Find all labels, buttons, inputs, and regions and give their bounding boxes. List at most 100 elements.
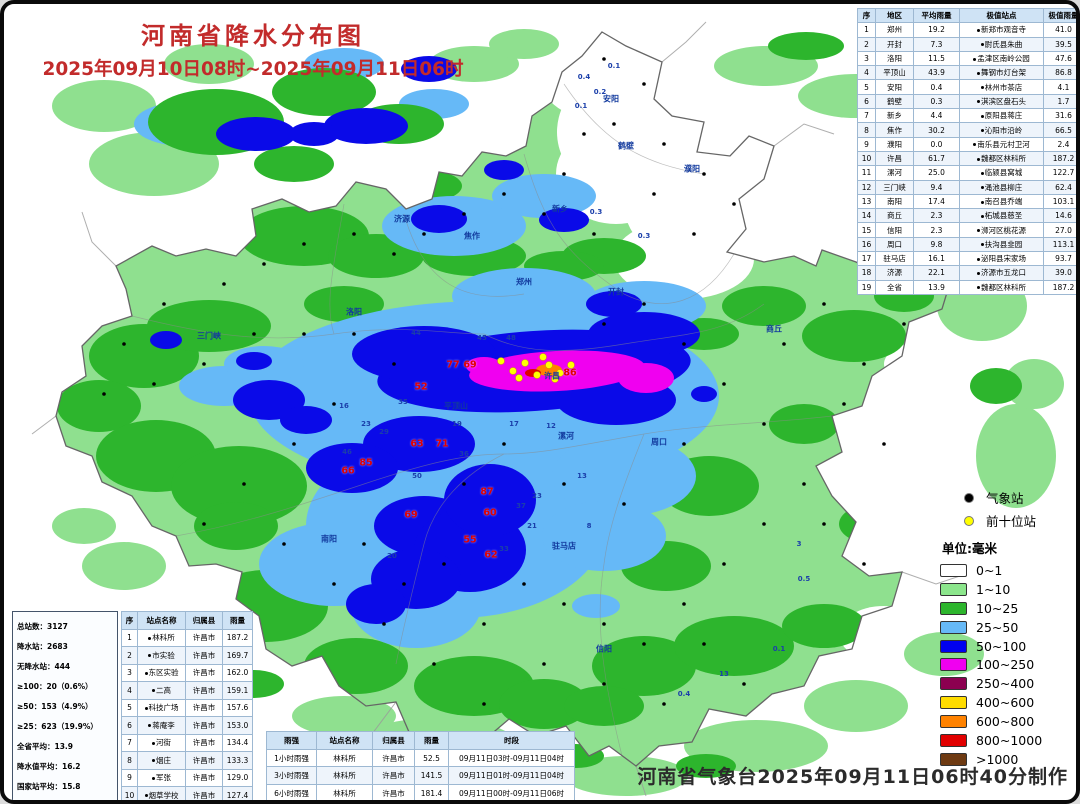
weather-station-dot (652, 192, 656, 196)
top10-station-dot (556, 369, 564, 377)
weather-station-dot (842, 402, 846, 406)
table-cell: 30.2 (913, 122, 960, 138)
table-row: 6小时雨强 林科所 许昌市 181.4 09月11日00时-09月11日06时 (266, 784, 575, 800)
weather-station-dot (762, 422, 766, 426)
table-cell: 原阳县蒋庄 (959, 108, 1044, 124)
legend-swatch (940, 639, 967, 653)
table-cell: 科技广场 (137, 698, 186, 717)
table-cell: 153.0 (222, 716, 253, 735)
table-cell: 8 (121, 751, 138, 770)
table-cell: 187.2 (1043, 150, 1076, 167)
table-cell: 浉河区桃花源 (959, 222, 1044, 238)
table-row: 4 二高 许昌市 159.1 (121, 681, 253, 700)
table-cell: 许昌市 (185, 681, 223, 700)
weather-station-dot (642, 642, 646, 646)
table-cell: 113.1 (1043, 236, 1076, 253)
table-row: 14 商丘 2.3 柘城县慈圣 14.6 (857, 208, 1076, 224)
legend-bin-label: 250~400 (976, 676, 1035, 692)
table-cell: 7 (857, 108, 876, 124)
station-dot-icon (977, 28, 980, 32)
table-cell: 渑池县柳庄 (959, 179, 1044, 195)
station-dot-icon (977, 286, 980, 290)
legend-bins: 0~1 1~10 10~25 25~50 50~100 100~250 250~400 400… (940, 561, 1076, 769)
legend-bin-label: 50~100 (976, 638, 1027, 654)
top10-station-dot (533, 371, 541, 379)
legend-bin-label: >1000 (976, 751, 1019, 767)
table-cell: 122.7 (1043, 165, 1076, 181)
top10-station-dot (545, 361, 553, 369)
legend-bin: 600~800 (940, 712, 1076, 731)
station-dot-icon (152, 759, 155, 763)
table-cell: 3 (857, 50, 876, 67)
table-cell: 15 (857, 222, 876, 238)
station-dot-icon (977, 229, 980, 233)
table-cell: 134.4 (222, 733, 253, 752)
legend-swatch (940, 620, 967, 634)
table-cell: 驻马店 (875, 251, 914, 267)
weather-station-dot (762, 522, 766, 526)
table-cell: 市实验 (137, 646, 186, 665)
station-dot-icon (144, 794, 148, 798)
legend-bin-label: 0~1 (976, 562, 1003, 578)
table-cell: 扶沟县韭园 (959, 236, 1044, 253)
col-header: 极值雨量 (1043, 7, 1076, 24)
table-cell: 5 (857, 79, 876, 95)
station-dot-icon (980, 214, 984, 218)
stats-line: 无降水站：444 (17, 662, 71, 671)
table-cell: 信阳 (875, 222, 914, 238)
station-dot-icon (980, 200, 984, 204)
table-cell: 16 (857, 236, 876, 253)
table-cell: 烟庄 (137, 751, 186, 770)
table-cell: 9.4 (913, 179, 960, 195)
station-dot-icon (977, 257, 980, 261)
table-row: 10 烟草学校 许昌市 127.4 (121, 786, 253, 800)
weather-station-dot (642, 302, 646, 306)
table-cell: 7.3 (913, 36, 960, 52)
station-dot-icon (148, 724, 152, 728)
legend-bin: 800~1000 (940, 731, 1076, 750)
weather-station-dot (782, 342, 786, 346)
weather-station-dot (462, 482, 466, 486)
table-row: 17 驻马店 16.1 泌阳县宋家场 93.7 (857, 251, 1076, 267)
table-row: 2 开封 7.3 尉氏县朱曲 39.5 (857, 36, 1076, 52)
weather-station-dot (642, 82, 646, 86)
weather-station-dot (392, 362, 396, 366)
station-dot-icon (980, 171, 984, 175)
table-cell: 0.3 (913, 93, 960, 110)
table-cell: 09月11日01时-09月11日04时 (448, 766, 575, 786)
weather-station-dot (362, 542, 366, 546)
table-cell: 舞钢市灯台架 (959, 65, 1044, 81)
legend-swatch (940, 601, 967, 615)
stats-line: 降水值平均：16.2 (17, 762, 81, 771)
col-header: 平均雨量 (913, 7, 960, 24)
weather-station-dot (332, 402, 336, 406)
weather-station-dot (542, 662, 546, 666)
weather-station-dot (442, 562, 446, 566)
table-row: 4 平顶山 43.9 舞钢市灯台架 86.8 (857, 65, 1076, 81)
table-cell: 4.4 (913, 108, 960, 124)
top10-station-dot (567, 361, 575, 369)
legend-bin: 400~600 (940, 693, 1076, 712)
station-dot-icon (148, 654, 152, 658)
weather-station-dot (822, 302, 826, 306)
stats-panel: 总站数：3127 降水站：2683 无降水站：444 ≥100：20（0.6%） ≥50… (12, 611, 118, 800)
table-cell: 蒋庵李 (137, 716, 186, 735)
weather-station-dot (462, 212, 466, 216)
weather-station-dot (282, 542, 286, 546)
table-cell: 187.2 (222, 628, 253, 647)
legend-bin-label: 100~250 (976, 657, 1035, 673)
table-cell: 焦作 (875, 122, 914, 138)
table-cell: 159.1 (222, 681, 253, 700)
top10-station-dot (497, 357, 505, 365)
weather-station-dot (152, 382, 156, 386)
station-legend-dot-icon (964, 492, 974, 503)
station-dot-icon (152, 689, 155, 693)
table-cell: 许昌市 (185, 716, 223, 735)
table-cell: 许昌市 (185, 786, 223, 800)
weather-station-dot (902, 322, 906, 326)
weather-station-dot (702, 172, 706, 176)
weather-station-dot (122, 342, 126, 346)
table-cell: 周口 (875, 236, 914, 253)
table-cell: 2.4 (1043, 136, 1076, 152)
table-row: 13 南阳 17.4 南召县乔端 103.1 (857, 193, 1076, 210)
